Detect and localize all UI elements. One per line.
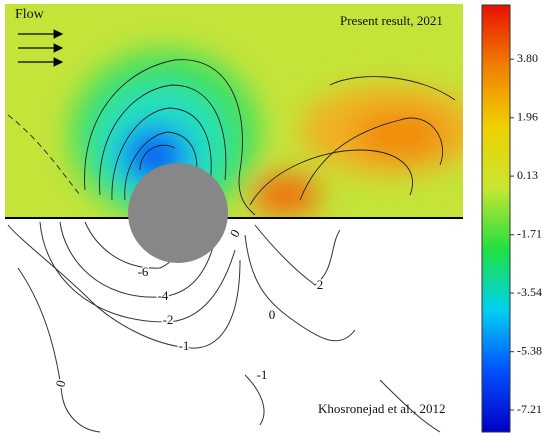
contour-label: -6 — [138, 264, 149, 279]
colorbar-tick-label: 0.13 — [517, 168, 538, 182]
colorbar-tick-label: -7.21 — [517, 402, 542, 416]
contour-label: -1 — [257, 367, 268, 382]
contour-label: -2 — [163, 312, 174, 327]
colorbar-tick-label: 1.96 — [517, 110, 538, 124]
colorbar — [481, 4, 511, 433]
contour-label: -4 — [158, 288, 169, 303]
top-label: Present result, 2021 — [340, 13, 443, 28]
cylinder — [128, 163, 228, 263]
contour-label: 0 — [52, 379, 68, 389]
contour-label: -1 — [179, 338, 190, 353]
flow-label: Flow — [15, 7, 45, 22]
contour-label: 0 — [227, 227, 243, 240]
colorbar-tick-label: -5.38 — [517, 343, 542, 357]
contour-label: 2 — [317, 277, 324, 292]
bottom-label: Khosronejad et al., 2012 — [318, 401, 445, 416]
field — [5, 4, 463, 218]
colorbar-tick-label: -1.71 — [517, 227, 542, 241]
contour-label: 0 — [269, 307, 276, 322]
contour-lines — [7, 217, 441, 433]
colorbar-tick-label: 3.80 — [517, 51, 538, 65]
colorbar-tick-label: -3.54 — [517, 285, 542, 299]
flow-arrows — [18, 29, 64, 67]
